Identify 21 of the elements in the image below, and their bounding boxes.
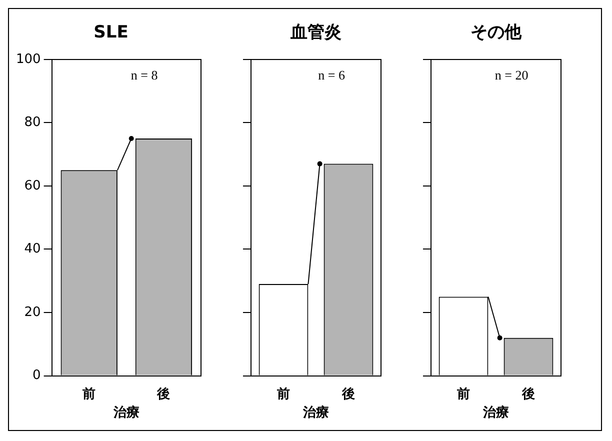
y-tick-label: 40 <box>24 241 41 256</box>
x-tick-label: 後 <box>341 385 355 402</box>
annotation: n = 20 <box>494 66 528 82</box>
y-tick-label: 0 <box>32 368 41 383</box>
x-tick-label: 前 <box>276 386 290 402</box>
x-axis-title: 治療 <box>112 404 140 420</box>
x-tick-label: 前 <box>456 386 470 402</box>
annotation: n = 6 <box>318 66 346 82</box>
chart-title: その他 <box>470 22 522 42</box>
x-axis-title: 治療 <box>482 404 509 420</box>
chart-title: 血管炎 <box>290 22 342 42</box>
y-tick-label: 100 <box>16 51 41 66</box>
x-tick-label: 後 <box>521 385 535 402</box>
x-axis-title: 治療 <box>302 404 329 420</box>
annotation: n = 8 <box>130 66 158 82</box>
y-tick-label: 20 <box>24 304 41 320</box>
y-tick-label: 80 <box>24 114 41 130</box>
chart-title: SLE <box>94 22 128 42</box>
y-tick-label: 60 <box>24 178 41 193</box>
x-tick-label: 後 <box>156 385 170 402</box>
x-tick-label: 前 <box>82 386 96 402</box>
